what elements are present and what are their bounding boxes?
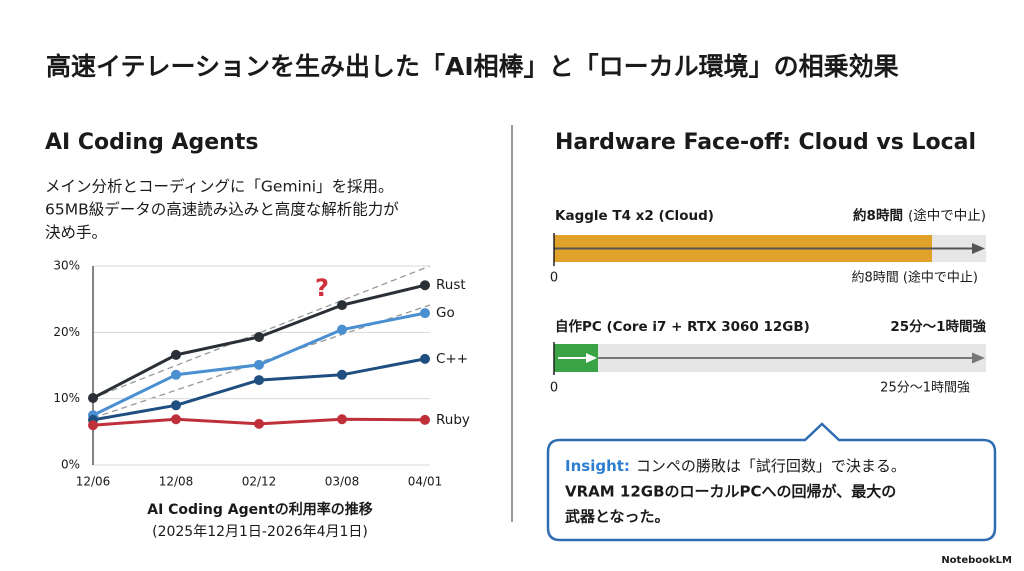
note: (途中で中止) (908, 207, 986, 224)
x-tick-label: 04/01 (408, 475, 443, 489)
row-duration: 25分〜1時間強 (890, 318, 986, 335)
insight-line: 武器となった。 (565, 508, 670, 526)
data-point (254, 359, 264, 370)
arrow-head (972, 243, 985, 254)
series-label: Ruby (436, 412, 470, 428)
start-label: 0 (550, 271, 558, 286)
data-point (337, 324, 347, 335)
left-heading: AI Coding Agents (45, 130, 258, 155)
data-point (171, 369, 181, 380)
x-tick-label: 02/12 (242, 475, 277, 489)
data-point (254, 331, 264, 342)
chart-subtitle: (2025年12月1日-2026年4月1日) (152, 524, 368, 540)
y-tick-label: 20% (53, 325, 80, 339)
data-point (171, 414, 181, 425)
chart-title: AI Coding Agentの利用率の推移 (147, 501, 373, 518)
data-point (420, 308, 430, 319)
arrow-head (972, 352, 985, 364)
series-label: Go (436, 305, 455, 321)
x-tick-label: 12/06 (76, 475, 111, 489)
data-point (337, 300, 347, 311)
insight-label: Insight: (565, 457, 630, 475)
x-tick-label: 12/08 (159, 475, 194, 489)
hardware-comparison: Kaggle T4 x2 (Cloud) 約8時間 (途中で中止) 0 約8時間 … (550, 207, 987, 396)
series-label: C++ (436, 351, 468, 367)
insight-line: Insight: コンペの勝敗は「試行回数」で決まる。 (565, 457, 906, 475)
insight-box (546, 422, 997, 542)
below-label: 25分〜1時間強 (880, 381, 970, 396)
data-point (88, 393, 98, 404)
data-point (420, 414, 430, 425)
y-tick-label: 10% (53, 391, 80, 405)
right-heading: Hardware Face-off: Cloud vs Local (555, 130, 976, 155)
left-text: メイン分析とコーディングに「Gemini」を採用。 (45, 177, 394, 196)
line-chart: AI Coding Agentの利用率の推移 (2025年12月1日-2026年… (53, 259, 470, 541)
data-point (420, 353, 430, 364)
duration: 約8時間 (853, 207, 903, 224)
data-point (254, 375, 264, 386)
data-point (254, 418, 264, 429)
row-duration: 約8時間 (途中で中止) (853, 207, 986, 224)
below-label: 約8時間 (途中で中止) (851, 270, 978, 286)
start-label: 0 (550, 381, 558, 396)
row-name: 自作PC (Core i7 + RTX 3060 12GB) (555, 318, 810, 335)
data-point (337, 369, 347, 380)
data-point (420, 280, 430, 291)
data-point (88, 420, 98, 431)
annotation: ? (315, 274, 329, 302)
row-name: Kaggle T4 x2 (Cloud) (555, 208, 714, 224)
insight-text: コンペの勝敗は「試行回数」で決まる。 (636, 457, 906, 475)
footer: NotebookLM (941, 555, 1012, 566)
slide-title: 高速イテレーションを生み出した「AI相棒」と「ローカル環境」の相乗効果 (46, 52, 899, 81)
y-tick-label: 30% (53, 259, 80, 273)
series-label: Rust (436, 277, 466, 293)
data-point (337, 414, 347, 425)
left-text: 65MB級データの高速読み込みと高度な解析能力が (45, 200, 399, 219)
y-tick-label: 0% (61, 458, 80, 472)
left-text: 決め手。 (45, 224, 107, 242)
data-point (171, 349, 181, 360)
x-tick-label: 03/08 (325, 475, 360, 489)
insight-line: VRAM 12GBのローカルPCへの回帰が、最大の (565, 483, 896, 501)
data-point (171, 400, 181, 411)
arrow-head (586, 353, 597, 363)
